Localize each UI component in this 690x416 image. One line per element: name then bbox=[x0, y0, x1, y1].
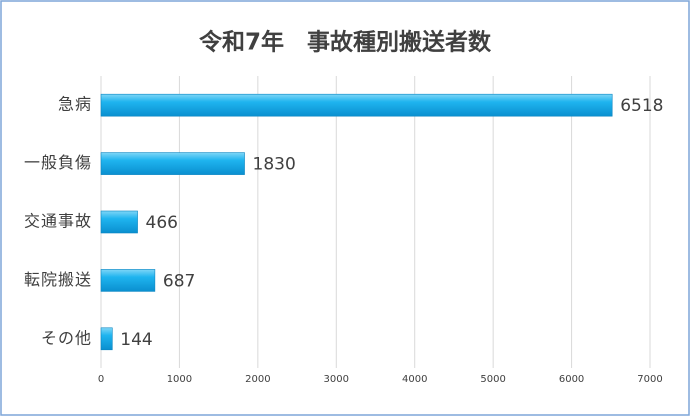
data-label: 466 bbox=[146, 213, 178, 233]
y-tick-label: 一般負傷 bbox=[24, 153, 92, 172]
x-tick-label: 5000 bbox=[480, 374, 505, 385]
bar bbox=[100, 327, 113, 351]
data-label: 687 bbox=[163, 271, 195, 291]
data-label: 144 bbox=[120, 330, 152, 350]
y-tick-label: その他 bbox=[41, 328, 92, 347]
x-tick-label: 3000 bbox=[324, 374, 349, 385]
x-tick-label: 6000 bbox=[559, 374, 584, 385]
plot-area: 0 1000 2000 3000 4000 5000 6000 7000 急病 6518 一般負傷 1… bbox=[24, 76, 663, 385]
bar bbox=[100, 93, 613, 117]
x-tick-label: 7000 bbox=[637, 374, 662, 385]
bar bbox=[100, 269, 156, 292]
data-label: 1830 bbox=[253, 155, 296, 175]
x-tick-label: 2000 bbox=[245, 374, 270, 385]
bar bbox=[100, 210, 138, 234]
y-tick-label: 転院搬送 bbox=[24, 270, 92, 289]
x-tick-label: 0 bbox=[98, 374, 104, 385]
x-tick-label: 4000 bbox=[402, 374, 427, 385]
y-tick-label: 交通事故 bbox=[24, 212, 92, 231]
chart-title: 令和7年 事故種別搬送者数 bbox=[199, 29, 492, 56]
y-tick-label: 急病 bbox=[58, 95, 92, 114]
data-label: 6518 bbox=[620, 96, 663, 116]
bar bbox=[100, 152, 245, 175]
x-tick-label: 1000 bbox=[167, 374, 192, 385]
